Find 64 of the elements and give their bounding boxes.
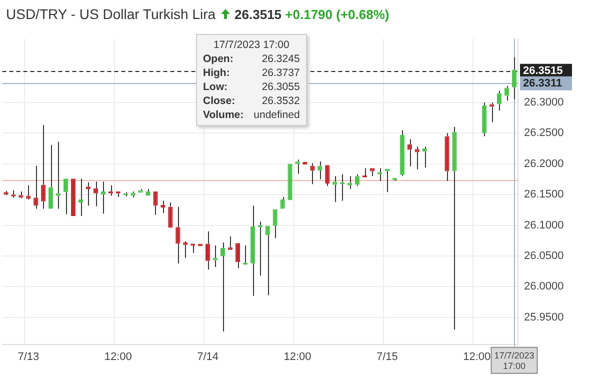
chart-title: USD/TRY - US Dollar Turkish Lira	[6, 6, 216, 22]
candlestick	[183, 240, 188, 258]
candlestick	[63, 178, 68, 215]
candlestick	[34, 165, 38, 210]
candlestick	[220, 242, 226, 332]
candlestick	[295, 159, 300, 174]
text: 17/7/2023 17:00 Open: 26.3245 High: 26.3737 Low: 26.3055 Close: 26.3532 Volume: undefined	[203, 39, 300, 121]
y-tick-label: 26.2000	[524, 158, 564, 170]
candlestick	[310, 162, 315, 185]
candlestick	[280, 196, 285, 209]
x-tick-label: 7/14	[197, 351, 219, 364]
candlestick	[414, 146, 420, 170]
candlestick	[153, 192, 158, 216]
candlestick	[332, 176, 338, 202]
candlestick	[348, 176, 352, 190]
ref-line-label: 26.3311	[523, 77, 562, 90]
candlestick	[482, 102, 487, 137]
chart-subtitle: 26.3515 +0.1790 (+0.68%)	[234, 6, 390, 22]
candlestick	[496, 90, 502, 111]
candlestick	[370, 168, 375, 177]
candlestick	[48, 144, 54, 209]
candlestick	[176, 206, 180, 264]
candlestick	[272, 209, 278, 239]
candlestick	[490, 102, 494, 123]
candlestick	[250, 205, 255, 296]
x-tick-label: 17/7/2023 17:00	[494, 350, 534, 372]
candlestick	[400, 130, 404, 177]
candlestick	[235, 243, 240, 269]
x-tick-label: 7/15	[376, 351, 398, 364]
candlestick	[160, 200, 166, 214]
candlestick	[93, 181, 98, 207]
candlestick	[228, 236, 233, 250]
candlestick	[205, 230, 210, 270]
candlestick	[452, 126, 457, 330]
x-tick-label: 12:00	[463, 351, 491, 364]
y-tick-label: 26.0000	[524, 280, 564, 293]
x-tick-label: 12:00	[104, 351, 132, 364]
ref-line-label: 26.3515	[523, 64, 563, 77]
candlestick	[318, 160, 322, 180]
candlestick	[168, 202, 173, 228]
x-tick-label: 7/13	[18, 351, 40, 364]
y-tick-label: 26.1000	[524, 219, 564, 232]
candlestick	[212, 245, 218, 268]
candlestick	[504, 85, 510, 102]
candlestick	[86, 182, 91, 206]
candlestick	[41, 124, 46, 210]
candlestick	[325, 165, 330, 186]
candlestick	[407, 138, 412, 167]
y-tick-label: 26.3000	[524, 96, 564, 108]
candlestick	[444, 132, 450, 182]
candlestick	[265, 226, 270, 296]
y-tick-label: 26.0500	[524, 250, 564, 262]
candlestick	[422, 146, 427, 168]
y-tick-label: 25.9500	[524, 311, 564, 324]
y-tick-label: 26.1500	[524, 188, 564, 201]
candlestick	[18, 191, 24, 198]
candlestick	[146, 188, 150, 196]
x-tick-label: 12:00	[284, 351, 312, 364]
candlestick	[100, 181, 106, 214]
candlestick	[512, 56, 517, 100]
candlestick	[26, 184, 31, 199]
candlestick	[354, 174, 360, 186]
y-tick-label: 26.2500	[524, 127, 564, 140]
candlestick	[56, 141, 61, 210]
